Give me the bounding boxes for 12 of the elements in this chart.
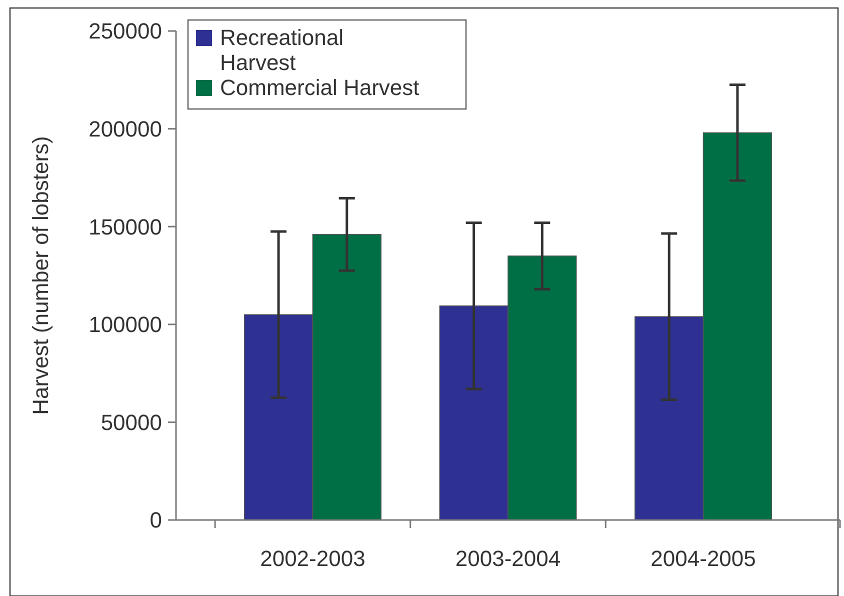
y-tick-label: 250000: [88, 18, 162, 44]
y-tick-label: 150000: [88, 214, 162, 240]
x-tick-label: 2004-2005: [650, 546, 756, 571]
y-tick-label: 100000: [88, 312, 162, 338]
x-tick-label: 2002-2003: [260, 546, 366, 571]
x-tick-label: 2003-2004: [455, 546, 561, 571]
y-tick-label: 50000: [100, 410, 162, 435]
legend-label: Commercial Harvest: [220, 75, 420, 100]
y-tick-label: 200000: [88, 116, 162, 142]
y-axis-title: Harvest (number of lobsters): [28, 136, 53, 415]
y-tick-label: 0: [150, 508, 162, 533]
legend-label: Recreational Harvest: [220, 25, 344, 75]
